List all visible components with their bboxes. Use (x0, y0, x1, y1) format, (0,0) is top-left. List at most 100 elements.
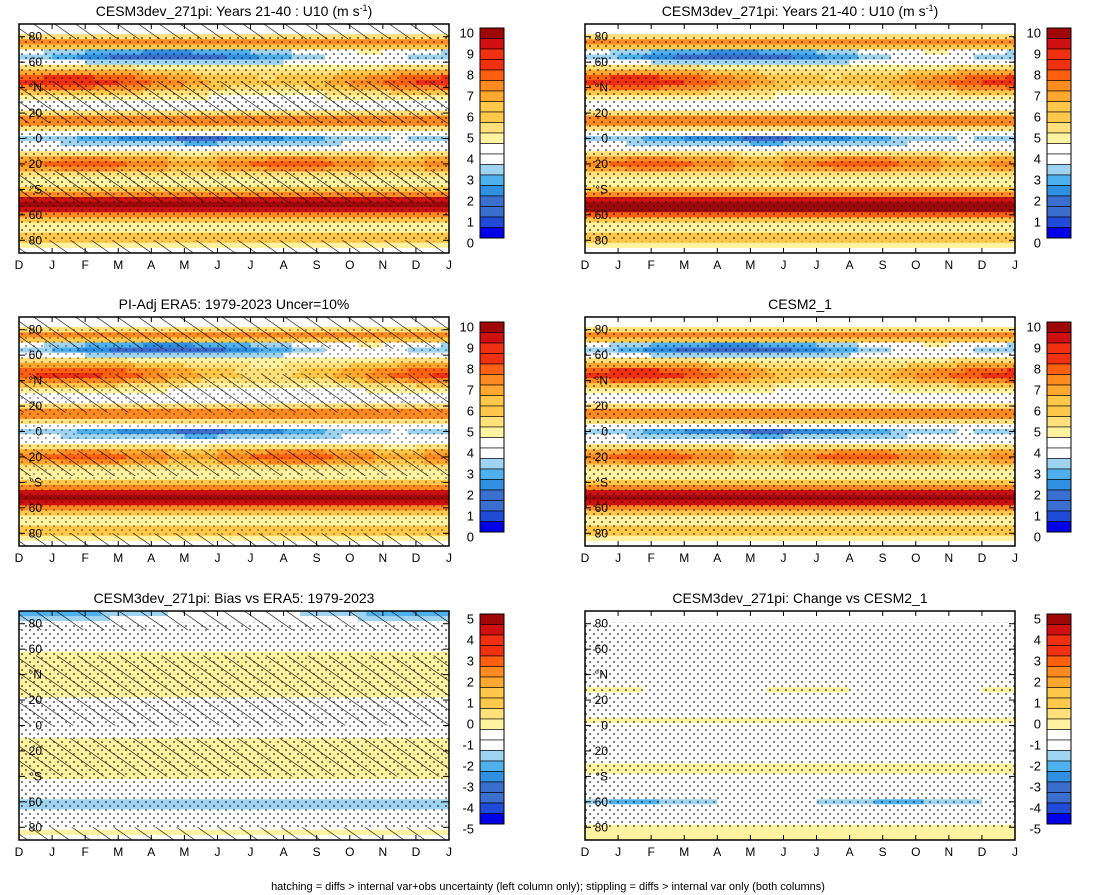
colorbar-box (479, 363, 505, 375)
colorbar-label: 7 (1034, 88, 1041, 103)
stippling (585, 328, 1015, 535)
colorbar-box (479, 634, 505, 646)
colorbar-label: 1 (1034, 695, 1041, 710)
colorbar-label: 3 (1034, 466, 1041, 481)
colorbar-box (479, 500, 505, 512)
y-tick-label: 80 (595, 617, 609, 631)
x-tick-label: M (745, 845, 755, 859)
x-tick-label: F (647, 845, 654, 859)
y-tick-label: 60 (29, 642, 43, 656)
x-tick-label: D (978, 845, 987, 859)
hatching-band (19, 240, 449, 253)
colorbar-label: 1 (1034, 508, 1041, 523)
colorbar-box (1046, 111, 1072, 123)
colorbar-box (1046, 489, 1072, 501)
x-tick-label: M (179, 258, 189, 272)
colorbar-label: 3 (1034, 172, 1041, 187)
colorbar-box (479, 153, 505, 165)
colorbar-box (1046, 185, 1072, 197)
x-tick-label: M (679, 551, 689, 565)
colorbar-label: 3 (467, 466, 474, 481)
y-tick-label: 60 (29, 208, 43, 222)
colorbar-box (479, 353, 505, 365)
x-tick-label: S (879, 551, 887, 565)
x-tick-label: M (745, 258, 755, 272)
colorbar-box (479, 479, 505, 491)
colorbar-label: 2 (467, 487, 474, 502)
colorbar-frame (479, 27, 505, 239)
colorbar-box (479, 729, 505, 741)
colorbar-label: 5 (467, 424, 474, 439)
x-tick-label: D (15, 551, 24, 565)
x-tick-label: D (412, 258, 421, 272)
colorbar-label: 2 (467, 193, 474, 208)
y-tick-label: 20 (595, 450, 609, 464)
hatching-band (19, 450, 449, 477)
colorbar-label: 4 (467, 151, 474, 166)
y-tick-label: 60 (595, 348, 609, 362)
colorbar-label: 2 (1034, 487, 1041, 502)
colorbar-box (1046, 132, 1072, 144)
hatching-band (19, 655, 449, 726)
x-tick-label: J (446, 551, 452, 565)
y-tick-label: 80 (29, 233, 43, 247)
x-tick-label: J (780, 258, 786, 272)
colorbar-label: 7 (467, 382, 474, 397)
y-tick-label: °N (595, 668, 608, 682)
colorbar-label: 6 (1034, 403, 1041, 418)
colorbar-box (1046, 353, 1072, 365)
x-tick-label: N (945, 845, 954, 859)
y-tick-label: 80 (29, 526, 43, 540)
y-tick-label: 80 (29, 617, 43, 631)
colorbar-label: 5 (1034, 130, 1041, 145)
colorbar-box (479, 48, 505, 60)
colorbar-box (1046, 164, 1072, 176)
colorbar-box (1046, 468, 1072, 480)
colorbar-label: 5 (1034, 611, 1041, 626)
colorbar-label: 10 (460, 319, 474, 334)
colorbar-label: 5 (467, 130, 474, 145)
x-tick-label: S (879, 845, 887, 859)
colorbar-box (479, 80, 505, 92)
x-tick-label: M (113, 845, 123, 859)
x-tick-label: J (248, 845, 254, 859)
colorbar-label: 6 (467, 109, 474, 124)
x-tick-label: S (313, 551, 321, 565)
x-tick-label: D (978, 258, 987, 272)
y-tick-label: 20 (29, 399, 43, 413)
colorbar-box (479, 69, 505, 81)
colorbar-box (479, 468, 505, 480)
colorbar-box (479, 613, 505, 625)
y-tick-label: °N (595, 81, 608, 95)
colorbar-box (1046, 363, 1072, 375)
y-tick-label: 60 (595, 642, 609, 656)
colorbar-label: 9 (467, 46, 474, 61)
colorbar-box (479, 374, 505, 386)
x-tick-label: J (1012, 845, 1018, 859)
y-tick-label: 20 (595, 157, 609, 171)
colorbar-box (479, 342, 505, 354)
colorbar-box (1046, 687, 1072, 699)
x-tick-label: M (679, 258, 689, 272)
y-tick-label: 20 (595, 106, 609, 120)
colorbar-label: 6 (467, 403, 474, 418)
colorbar-box (479, 164, 505, 176)
x-tick-label: D (15, 258, 24, 272)
x-tick-label: D (15, 845, 24, 859)
colorbar-box (479, 739, 505, 751)
x-tick-label: J (214, 845, 220, 859)
y-tick-label: 20 (29, 450, 43, 464)
colorbar-label: 2 (467, 674, 474, 689)
stippling (19, 328, 449, 535)
colorbar-box (1046, 697, 1072, 709)
colorbar-label: 8 (467, 361, 474, 376)
x-tick-label: J (248, 551, 254, 565)
y-tick-label: °S (29, 182, 42, 196)
y-tick-label: °S (595, 769, 608, 783)
colorbar-box (479, 216, 505, 228)
x-tick-label: D (581, 551, 590, 565)
panel-p3: PI-Adj ERA5: 1979-2023 Uncer=10% D J F M A M J J… (15, 296, 505, 565)
colorbar: 5 4 3 2 1 0 -1 -2 -3 -4 -5 (1029, 611, 1072, 836)
panel-p5: CESM3dev_271pi: Bias vs ERA5: 1979-2023 D… (15, 590, 505, 859)
y-tick-label: 60 (595, 208, 609, 222)
